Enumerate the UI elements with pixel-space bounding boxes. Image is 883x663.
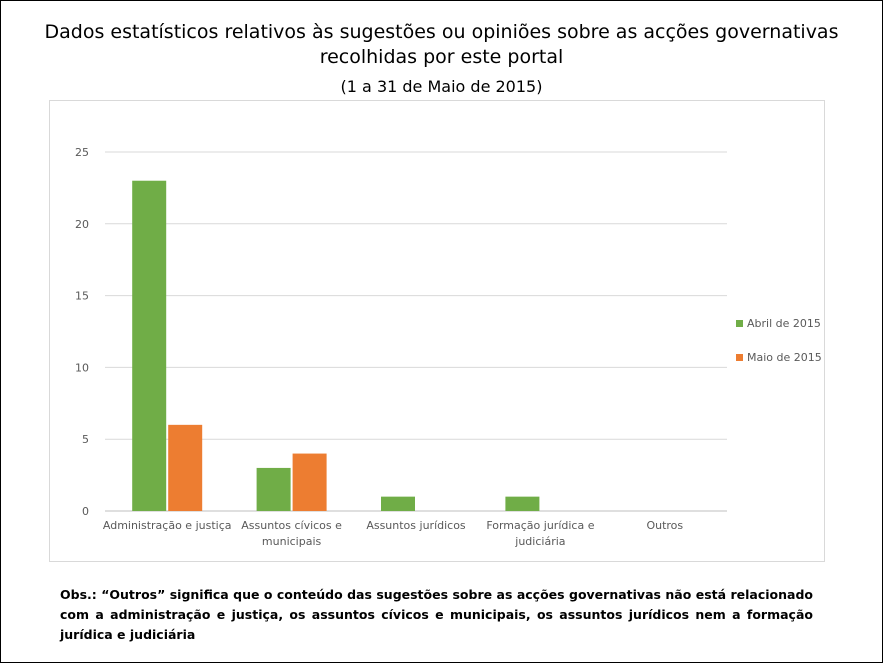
legend-swatch xyxy=(736,320,743,327)
y-tick-label: 15 xyxy=(75,290,89,303)
bar xyxy=(257,468,291,511)
footnote: Obs.: “Outros” significa que o conteúdo … xyxy=(60,585,813,645)
chart-area: 0 5 10 15 20 25 Administração e justiça Assunto… xyxy=(49,100,825,562)
x-tick-label: Assuntos cívicos e xyxy=(241,519,342,532)
x-tick-label: Formação jurídica e xyxy=(486,519,594,532)
legend-label: Maio de 2015 xyxy=(747,351,822,364)
x-tick-label: Assuntos jurídicos xyxy=(366,519,466,532)
page-title: Dados estatísticos relativos às sugestõe… xyxy=(40,20,843,70)
bar xyxy=(293,454,327,511)
x-tick-label: Administração e justiça xyxy=(103,519,232,532)
y-tick-label: 25 xyxy=(75,146,89,159)
x-tick-label: judiciária xyxy=(514,535,565,548)
x-tick-label: municipais xyxy=(262,535,322,548)
bar xyxy=(505,497,539,511)
bar xyxy=(381,497,415,511)
y-tick-label: 5 xyxy=(82,433,89,446)
bar xyxy=(168,425,202,511)
y-tick-label: 0 xyxy=(82,505,89,518)
bar-chart: 0 5 10 15 20 25 Administração e justiça Assunto… xyxy=(50,101,826,563)
legend-swatch xyxy=(736,354,743,361)
y-tick-label: 10 xyxy=(75,361,89,374)
y-tick-label: 20 xyxy=(75,218,89,231)
legend-label: Abril de 2015 xyxy=(747,317,821,330)
x-tick-label: Outros xyxy=(646,519,683,532)
page-subtitle: (1 a 31 de Maio de 2015) xyxy=(40,76,843,98)
bar xyxy=(132,181,166,511)
